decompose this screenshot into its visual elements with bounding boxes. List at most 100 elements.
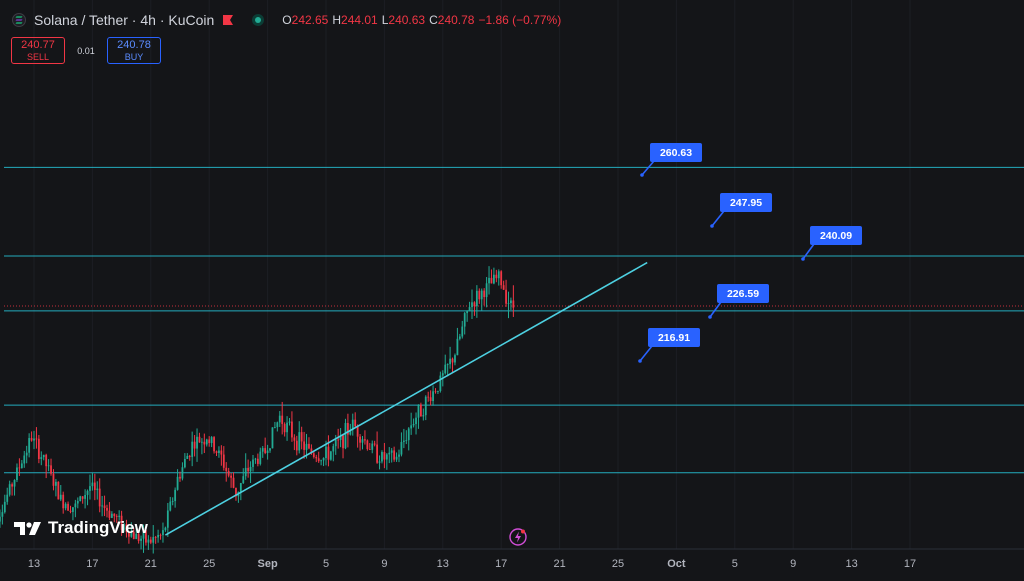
candle-body: [383, 452, 386, 460]
x-tick-label: 5: [732, 558, 738, 570]
symbol-title[interactable]: Solana / Tether · 4h · KuCoin: [34, 12, 215, 28]
candle-body: [55, 481, 57, 486]
candle-body: [67, 503, 69, 511]
candle-body: [468, 307, 471, 311]
label-anchor: [640, 173, 644, 177]
candle-body: [20, 463, 23, 469]
candle-body: [37, 438, 40, 460]
x-tick-label: 13: [437, 558, 449, 570]
label-anchor: [638, 359, 642, 363]
candle-body: [475, 290, 478, 307]
candle-body: [344, 423, 347, 449]
candle-body: [488, 277, 490, 284]
candle-body: [310, 448, 313, 454]
trend-line-layer[interactable]: [165, 261, 648, 536]
candle-body: [135, 533, 138, 539]
candle-body: [128, 531, 130, 537]
candle-body: [169, 501, 172, 511]
candle-body: [218, 450, 220, 453]
spread-value: 0.01: [77, 45, 95, 56]
candle-body: [108, 510, 111, 518]
ohlc-item: L240.63: [382, 13, 425, 27]
candle-body: [417, 404, 420, 418]
candle-body: [444, 364, 447, 374]
ohlc-item: O242.65: [282, 13, 328, 27]
candle-body: [434, 391, 437, 393]
candle-body: [220, 450, 223, 455]
label-connector: [639, 345, 653, 362]
level-label[interactable]: 226.59: [708, 284, 769, 319]
candle-body: [35, 438, 38, 440]
horizontal-levels[interactable]: [4, 166, 1024, 474]
candle-body: [385, 454, 388, 460]
candle-body: [171, 501, 174, 502]
candle-body: [332, 446, 335, 452]
candle-body: [89, 486, 91, 491]
candle-body: [466, 310, 469, 314]
label-anchor: [710, 224, 714, 228]
candle-body: [52, 473, 55, 486]
x-tick-label: 13: [28, 558, 40, 570]
candle-body: [286, 422, 288, 433]
candle-body: [69, 510, 72, 512]
candle-body: [210, 437, 213, 444]
candle-body: [471, 302, 473, 308]
candle-body: [507, 303, 510, 304]
candle-body: [72, 507, 74, 512]
ohlc-value: 242.65: [291, 13, 329, 27]
x-tick-label: 21: [553, 558, 565, 570]
level-label[interactable]: 247.95: [710, 193, 772, 228]
candle-body: [449, 358, 451, 365]
lightning-icon[interactable]: [509, 528, 527, 546]
buy-button[interactable]: 240.78 BUY: [107, 37, 161, 64]
sell-label: SELL: [26, 52, 50, 62]
candle-body: [40, 457, 43, 460]
flag-icon[interactable]: [222, 14, 234, 26]
candle-body: [113, 513, 116, 517]
candle-body: [473, 302, 476, 307]
candle-body: [456, 338, 459, 356]
candle-body: [427, 396, 430, 398]
candle-body: [415, 417, 417, 425]
candle-body: [130, 531, 133, 537]
candle-body: [81, 496, 84, 499]
candle-body: [0, 516, 1, 522]
candle-body: [230, 475, 232, 478]
candle-body: [422, 415, 425, 417]
label-anchor: [801, 257, 805, 261]
sell-button[interactable]: 240.77 SELL: [11, 37, 65, 64]
candle-body: [405, 440, 408, 441]
candle-body: [261, 448, 264, 452]
level-label[interactable]: 260.63: [640, 143, 702, 177]
candle-body: [402, 440, 405, 442]
tradingview-logo[interactable]: TradingView: [14, 518, 148, 538]
candle-body: [493, 274, 495, 284]
level-label[interactable]: 216.91: [638, 328, 700, 363]
candle-body: [181, 467, 184, 479]
candle-body: [325, 446, 327, 459]
market-status-icon: [252, 14, 265, 26]
candle-body: [254, 458, 257, 460]
ohlc-values: O242.65 H244.01 L240.63 C240.78 −1.86 (−0.77…: [282, 13, 561, 27]
candle-body: [320, 460, 323, 462]
candle-body: [25, 452, 28, 456]
candle-body: [91, 482, 94, 487]
candle-body: [98, 488, 101, 507]
candle-body: [115, 516, 118, 517]
candle-body: [101, 505, 104, 507]
candle-body: [166, 510, 169, 528]
candle-body: [388, 452, 391, 455]
level-labels[interactable]: 260.63 247.95 240.09 226.59 216.91: [638, 143, 862, 363]
candle-body: [103, 505, 106, 508]
candle-body: [242, 476, 245, 484]
candle-body: [424, 396, 427, 416]
level-label[interactable]: 240.09: [801, 226, 862, 261]
candle-body: [478, 290, 481, 300]
candle-body: [500, 271, 503, 286]
level-label-text: 240.09: [820, 230, 852, 242]
candle-body: [249, 466, 252, 472]
candle-body: [205, 439, 208, 445]
candle-body: [3, 501, 6, 513]
